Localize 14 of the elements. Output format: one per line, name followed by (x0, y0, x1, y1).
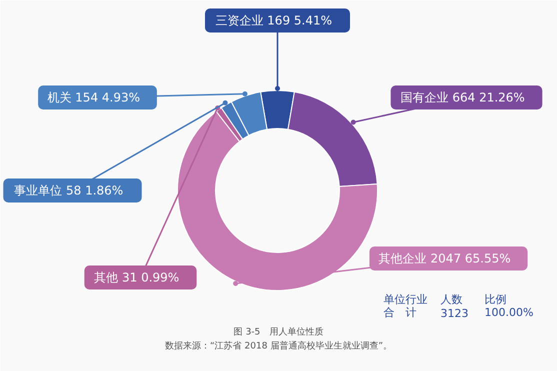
slice-label: 其他企业 2047 65.55% (378, 252, 511, 266)
text: 图 3-5 用人单位性质 (234, 326, 324, 338)
slice-label: 三资企业 169 5.41% (215, 14, 332, 28)
slice-label: 国有企业 664 21.26% (400, 90, 525, 104)
text: 100.00% (484, 306, 534, 319)
slice-label: 事业单位 58 1.86% (14, 184, 124, 198)
slice-label: 其他 31 0.99% (94, 270, 180, 284)
text: 3123 (440, 307, 468, 320)
text: 人数 (440, 293, 462, 306)
text: 比例 (484, 293, 506, 306)
text: 合 计 (384, 306, 416, 319)
slice-label: 机关 154 4.93% (47, 90, 140, 104)
source-note: 数据来源：“江苏省 2018 届普通高校毕业生就业调查”。 (165, 340, 392, 352)
text: 单位行业 (384, 293, 428, 306)
